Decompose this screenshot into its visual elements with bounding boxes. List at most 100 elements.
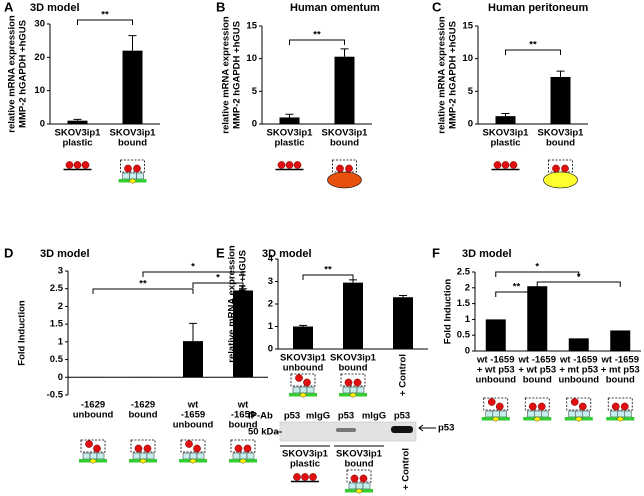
significance-label: ** — [513, 282, 521, 293]
y-tick-label: 0 — [58, 372, 63, 383]
bar — [133, 376, 153, 378]
cell-dot — [309, 473, 317, 481]
bar — [279, 117, 300, 124]
group-label: + Control — [401, 448, 412, 490]
mesothelial-cell — [182, 452, 191, 460]
cell-dot — [143, 444, 152, 453]
x-tick-label: wt -1659 — [559, 355, 598, 366]
cell-dot — [336, 164, 344, 173]
x-tick-label: -1659 — [231, 410, 255, 421]
cell-dot — [293, 161, 302, 169]
y-tick-label: 2 — [268, 299, 273, 310]
cell-dot — [528, 402, 537, 411]
y-tick-label: 0.5 — [457, 330, 471, 341]
mesothelial-cell — [136, 172, 144, 180]
cell-dot — [344, 378, 353, 387]
lane-label: p53 — [284, 411, 300, 422]
dashed-box — [180, 439, 206, 453]
mesothelial-cell — [306, 386, 315, 394]
x-tick-label: unbound — [558, 375, 599, 386]
x-tick-label: wt — [237, 400, 249, 411]
cell-dot — [301, 473, 309, 481]
band-arrow — [418, 424, 436, 432]
chart-title: 3D model — [30, 2, 80, 14]
y-tick-label: 1.5 — [457, 298, 471, 309]
fibroblast — [298, 392, 308, 398]
cell-dot — [185, 440, 193, 448]
x-tick-label: unbound — [283, 363, 324, 374]
significance-bracket — [192, 282, 244, 288]
cell-dot — [495, 402, 504, 411]
x-tick-label: -1629 — [131, 400, 155, 411]
fibroblast — [491, 416, 501, 422]
y-tick-label: 1 — [268, 321, 274, 332]
dashed-box — [230, 439, 256, 453]
x-tick-label: SKOV3ip1 — [280, 353, 327, 364]
y-tick-label: 4 — [268, 254, 274, 265]
mesothelial-cell — [189, 452, 198, 460]
x-tick-label: bound — [118, 138, 147, 149]
mesothelial-cell — [196, 452, 205, 460]
error-bar — [349, 279, 357, 283]
x-tick-label: wt — [187, 400, 199, 411]
significance-label: ** — [324, 265, 332, 276]
cell-dot — [570, 398, 579, 406]
y-tick-label: 2 — [58, 301, 63, 312]
error-bar — [299, 324, 307, 327]
mesothelial-cell — [96, 452, 105, 460]
x-tick-label: + wt p53 — [477, 365, 515, 376]
group-label: plastic — [290, 459, 320, 470]
y-tick-label: 1.5 — [50, 319, 64, 330]
y-tick-label: 10 — [246, 53, 257, 64]
fibroblast — [348, 392, 358, 398]
cell-dot — [359, 474, 368, 483]
x-tick-label: -1629 — [81, 400, 105, 411]
panel-letter: D — [4, 245, 13, 260]
cell-dot — [293, 473, 301, 481]
mesothelial-cell — [342, 386, 351, 394]
lane-label: p53 — [338, 411, 354, 422]
bar — [393, 297, 413, 349]
bar — [527, 286, 548, 351]
mesothelial-cell — [356, 386, 365, 394]
mesothelial-cell — [568, 410, 576, 418]
bar — [233, 290, 253, 378]
y-tick-label: 0 — [468, 119, 473, 130]
fibroblast — [574, 416, 584, 422]
y-axis-label: relative mRNA expression — [221, 16, 232, 134]
mesothelial-cell — [349, 386, 358, 394]
cell-dot — [345, 164, 353, 173]
error-bar — [501, 113, 510, 117]
x-tick-label: bound — [128, 410, 157, 421]
cell-dot — [285, 161, 294, 169]
mesothelial-cell — [122, 172, 130, 180]
mesothelial-cell — [139, 452, 148, 460]
y-tick-label: 5 — [468, 86, 474, 97]
dashed-box — [332, 159, 357, 173]
bar — [183, 341, 203, 378]
mesothelial-cell — [246, 452, 255, 460]
mesothelial-cell — [129, 172, 137, 180]
bar — [334, 56, 355, 124]
chart-title: 3D model — [462, 248, 512, 260]
significance-bracket — [302, 274, 354, 280]
error-bar — [340, 48, 349, 57]
lane-label: mIgG — [362, 411, 386, 422]
y-tick-label: 15 — [462, 21, 473, 32]
x-tick-label: plastic — [490, 138, 520, 149]
chart-title: Human omentum — [290, 2, 380, 14]
x-tick-label: plastic — [274, 138, 304, 149]
bar — [568, 338, 589, 351]
y-tick-label: 10 — [462, 53, 473, 64]
y-tick-label: 2 — [465, 282, 470, 293]
mesothelial-cell — [499, 410, 507, 418]
y-axis-label: Fold Induction — [17, 300, 28, 366]
x-tick-label: SKOV3ip1 — [538, 128, 585, 139]
cell-dot — [611, 402, 620, 411]
y-tick-label: 10 — [34, 85, 45, 96]
panel-letter: F — [432, 245, 440, 260]
cell-dot — [81, 161, 90, 169]
x-tick-label: SKOV3ip1 — [322, 128, 369, 139]
bar — [343, 282, 363, 349]
y-tick-label: 1 — [58, 336, 64, 347]
